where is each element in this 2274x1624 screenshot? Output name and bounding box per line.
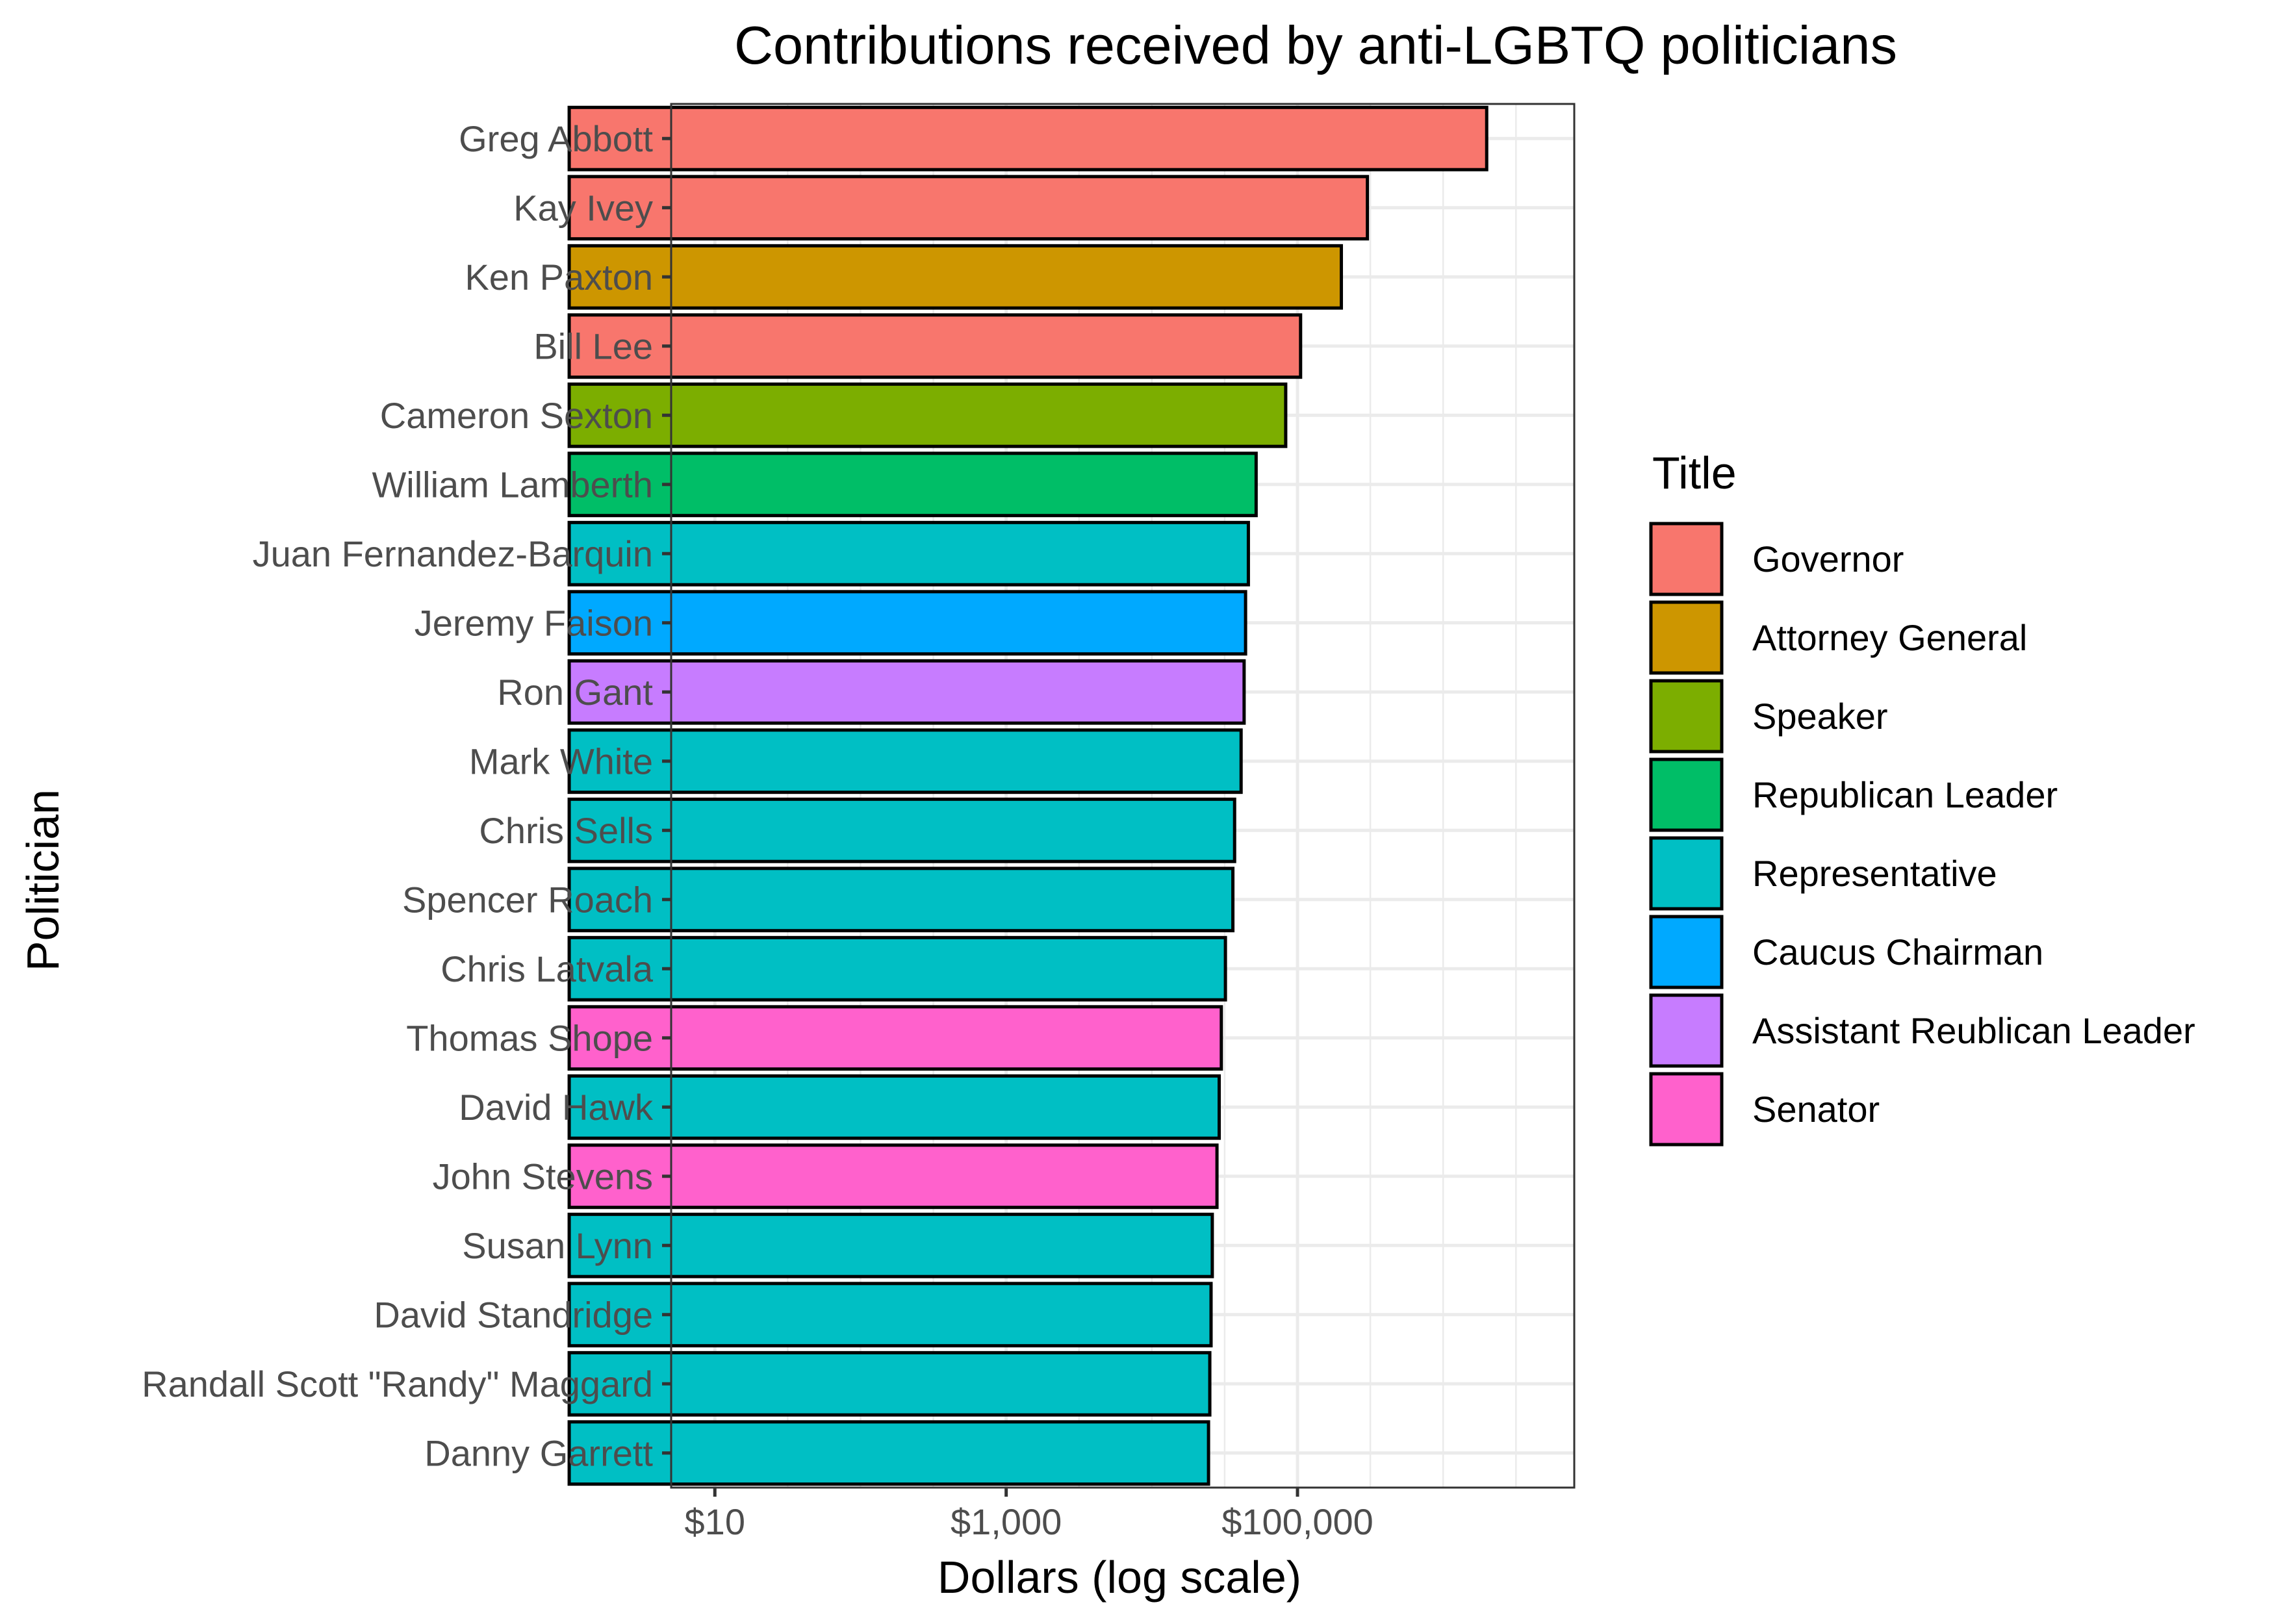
y-tick-label: Kay Ivey [513, 187, 653, 228]
bar [567, 313, 1303, 379]
bar [567, 175, 1370, 241]
legend-label: Speaker [1752, 696, 1888, 737]
legend-label: Representative [1752, 853, 1997, 894]
y-tick-label: Susan Lynn [462, 1225, 653, 1266]
y-tick-label: Spencer Roach [402, 879, 653, 920]
legend-label: Senator [1752, 1089, 1880, 1130]
bar [567, 1005, 1223, 1071]
y-tick-label: David Hawk [459, 1087, 654, 1128]
bar [567, 451, 1258, 518]
legend-key [1649, 1072, 1724, 1147]
legend-label: Governor [1752, 539, 1904, 579]
legend-key [1649, 522, 1724, 596]
bar [567, 1212, 1214, 1278]
legend-label: Attorney General [1752, 617, 2027, 658]
x-tick-label: $10 [685, 1501, 745, 1542]
legend-key [1649, 836, 1724, 911]
bar [567, 1351, 1212, 1417]
y-tick-label: Danny Garrett [424, 1432, 653, 1473]
legend-key [1649, 915, 1724, 989]
legend-label: Republican Leader [1752, 774, 2058, 815]
legend-key [1649, 757, 1724, 832]
legend-label: Assistant Reublican Leader [1752, 1010, 2195, 1051]
bar [567, 382, 1288, 448]
x-axis-title: Dollars (log scale) [938, 1552, 1301, 1603]
legend-title: Title [1652, 448, 1737, 498]
bar [567, 1282, 1213, 1348]
y-tick-label: Cameron Sexton [380, 395, 653, 436]
bar [567, 1420, 1210, 1486]
y-tick-label: Thomas Shope [406, 1017, 653, 1058]
bar [567, 1074, 1221, 1140]
y-tick-label: Ken Paxton [465, 257, 653, 298]
bar [567, 105, 1488, 171]
y-axis-title: Politician [18, 789, 68, 971]
x-axis: $10 $1,000 $100,000 [685, 1488, 1373, 1542]
y-tick-label: John Stevens [433, 1156, 653, 1197]
bar [567, 520, 1250, 587]
panel-border [670, 103, 1576, 1489]
y-tick-label: Bill Lee [533, 325, 653, 366]
bar [567, 244, 1344, 310]
y-axis: Greg Abbott Kay Ivey Ken Paxton Bill Lee Cam… [142, 118, 671, 1473]
bar [567, 1143, 1219, 1210]
y-tick-label: David Standridge [374, 1294, 653, 1335]
y-tick-label: Randall Scott "Randy" Maggard [142, 1364, 653, 1404]
y-tick-label: Ron Gant [497, 672, 653, 713]
legend-label: Caucus Chairman [1752, 932, 2043, 972]
y-tick-label: Chris Latvala [441, 948, 654, 989]
legend: Title Governor Attorney General Speaker Rep… [1649, 448, 2195, 1147]
legend-key [1649, 679, 1724, 754]
legend-key [1649, 600, 1724, 675]
y-tick-label: Juan Fernandez-Barquin [253, 533, 653, 574]
bar [567, 590, 1247, 656]
bar [567, 728, 1243, 794]
bar [567, 659, 1246, 725]
x-tick-label: $100,000 [1221, 1501, 1373, 1542]
bar [567, 867, 1235, 933]
y-tick-label: Jeremy Faison [415, 602, 653, 643]
bar [567, 797, 1236, 863]
y-tick-label: Mark White [469, 741, 653, 781]
bars [567, 105, 1488, 1486]
bar [567, 935, 1227, 1002]
y-tick-label: Chris Sells [479, 810, 653, 851]
y-tick-label: William Lamberth [372, 464, 653, 505]
y-tick-label: Greg Abbott [459, 118, 653, 159]
chart-title: Contributions received by anti-LGBTQ pol… [734, 15, 1897, 75]
legend-key [1649, 993, 1724, 1068]
x-tick-label: $1,000 [951, 1501, 1062, 1542]
